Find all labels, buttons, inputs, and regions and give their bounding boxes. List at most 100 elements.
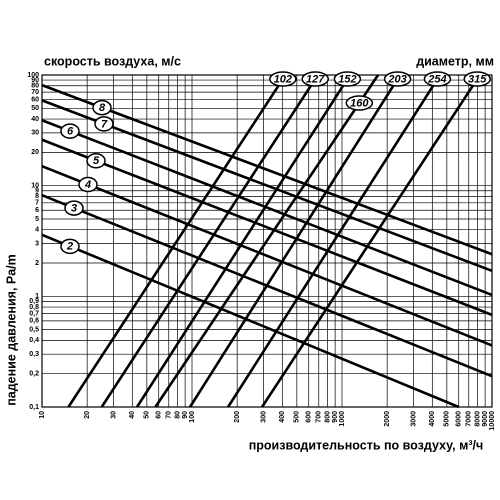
line-label: 254 bbox=[427, 73, 446, 85]
x-tick-label: 60 bbox=[156, 411, 163, 419]
y-tick-label: 10 bbox=[31, 183, 39, 190]
line-label-bg bbox=[86, 153, 106, 169]
line-label: 8 bbox=[99, 102, 106, 114]
y-tick-label: 0,3 bbox=[29, 351, 39, 358]
x-tick-label: 2000 bbox=[384, 411, 391, 427]
line-label-bg bbox=[78, 176, 98, 193]
y-axis-title: падение давления, Pa/m bbox=[4, 254, 18, 406]
line-label-bg bbox=[463, 71, 491, 87]
line-label-bg bbox=[345, 95, 374, 111]
x-tick-label: 20 bbox=[84, 411, 91, 419]
y-tick-label: 0,7 bbox=[29, 310, 39, 317]
y-tick-label: 60 bbox=[31, 96, 39, 103]
line-label: 160 bbox=[350, 97, 369, 109]
x-tick-label: 200 bbox=[234, 411, 241, 423]
x-tick-label: 80 bbox=[174, 411, 181, 419]
y-tick-label: 4 bbox=[35, 227, 39, 234]
x-tick-label: 300 bbox=[260, 411, 267, 423]
y-tick-label: 1 bbox=[35, 293, 39, 300]
x-tick-label: 9000 bbox=[482, 411, 489, 427]
x-tick-label: 3000 bbox=[410, 411, 417, 427]
line-label-bg bbox=[333, 71, 362, 87]
line-label: 4 bbox=[84, 179, 91, 191]
series-line bbox=[226, 74, 442, 408]
x-tick-label: 10000 bbox=[489, 411, 496, 431]
chart-subtitle: диаметр, мм bbox=[416, 54, 494, 68]
line-label-bg bbox=[383, 71, 412, 87]
line-label-bg bbox=[60, 123, 80, 139]
y-tick-label: 5 bbox=[35, 216, 39, 223]
y-tick-label: 0,4 bbox=[29, 337, 39, 344]
series-line bbox=[41, 99, 493, 273]
line-label: 102 bbox=[274, 73, 292, 85]
x-tick-label: 900 bbox=[332, 411, 339, 423]
y-tick-label: 6 bbox=[35, 207, 39, 214]
y-tick-label: 0,6 bbox=[29, 318, 39, 325]
y-tick-label: 100 bbox=[27, 72, 39, 79]
x-tick-label: 6000 bbox=[456, 411, 463, 427]
line-label: 315 bbox=[468, 73, 487, 85]
x-tick-label: 10 bbox=[39, 411, 46, 419]
x-tick-label: 40 bbox=[129, 411, 136, 419]
series-line bbox=[41, 119, 493, 297]
x-tick-label: 400 bbox=[279, 411, 286, 423]
x-tick-label: 4000 bbox=[429, 411, 436, 427]
y-tick-label: 40 bbox=[31, 116, 39, 123]
y-tick-label: 90 bbox=[31, 77, 39, 84]
plot-frame bbox=[41, 74, 493, 408]
line-label-bg bbox=[301, 71, 329, 87]
x-tick-label: 800 bbox=[324, 411, 331, 423]
series-line bbox=[41, 138, 493, 317]
x-tick-label: 1000 bbox=[339, 411, 346, 427]
y-tick-label: 0,5 bbox=[29, 326, 39, 333]
series-line bbox=[41, 164, 493, 347]
series-line bbox=[135, 74, 352, 408]
y-tick-label: 50 bbox=[31, 105, 39, 112]
y-tick-label: 80 bbox=[31, 83, 39, 90]
y-tick-label: 0,1 bbox=[29, 404, 39, 411]
y-tick-label: 0,9 bbox=[29, 298, 39, 305]
series-line bbox=[188, 74, 402, 408]
line-label: 152 bbox=[338, 73, 356, 85]
x-tick-label: 8000 bbox=[474, 411, 481, 427]
x-tick-label: 70 bbox=[166, 411, 173, 419]
series-line bbox=[67, 74, 287, 408]
x-tick-label: 7000 bbox=[466, 411, 473, 427]
series-line bbox=[41, 83, 493, 256]
line-label-bg bbox=[60, 238, 80, 255]
line-label-bg bbox=[94, 116, 114, 132]
y-tick-label: 2 bbox=[35, 260, 39, 267]
y-tick-label: 30 bbox=[31, 130, 39, 137]
line-label: 127 bbox=[306, 73, 325, 85]
line-label: 2 bbox=[66, 241, 73, 253]
x-tick-label: 700 bbox=[316, 411, 323, 423]
x-tick-label: 30 bbox=[110, 411, 117, 419]
line-label-bg bbox=[423, 71, 452, 87]
line-label: 5 bbox=[93, 155, 100, 167]
y-tick-label: 3 bbox=[35, 240, 39, 247]
chart-title: скорость воздуха, м/с bbox=[44, 54, 181, 68]
y-tick-label: 9 bbox=[35, 188, 39, 195]
line-label-bg bbox=[269, 71, 297, 87]
line-label-bg bbox=[64, 200, 84, 216]
y-tick-label: 7 bbox=[35, 200, 39, 207]
line-label: 6 bbox=[67, 126, 74, 138]
x-tick-label: 500 bbox=[294, 411, 301, 423]
series-line bbox=[154, 74, 380, 408]
line-label: 203 bbox=[387, 73, 406, 85]
x-axis-title: производительность по воздуху, м³/ч bbox=[249, 438, 484, 452]
line-label: 7 bbox=[101, 118, 108, 130]
x-tick-label: 600 bbox=[306, 411, 313, 423]
x-tick-label: 100 bbox=[189, 411, 196, 423]
series-line bbox=[260, 74, 481, 408]
x-tick-label: 5000 bbox=[444, 411, 451, 427]
y-tick-label: 70 bbox=[31, 89, 39, 96]
y-tick-label: 8 bbox=[35, 193, 39, 200]
series-line bbox=[41, 233, 460, 409]
x-tick-label: 90 bbox=[182, 411, 189, 419]
y-tick-label: 0,8 bbox=[29, 304, 39, 311]
series-line bbox=[41, 193, 493, 378]
line-label-bg bbox=[92, 99, 112, 116]
y-tick-label: 0,2 bbox=[29, 371, 39, 378]
